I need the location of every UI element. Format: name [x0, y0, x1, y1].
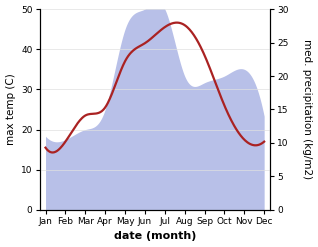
Y-axis label: max temp (C): max temp (C)	[5, 74, 16, 145]
X-axis label: date (month): date (month)	[114, 231, 196, 242]
Y-axis label: med. precipitation (kg/m2): med. precipitation (kg/m2)	[302, 40, 313, 180]
